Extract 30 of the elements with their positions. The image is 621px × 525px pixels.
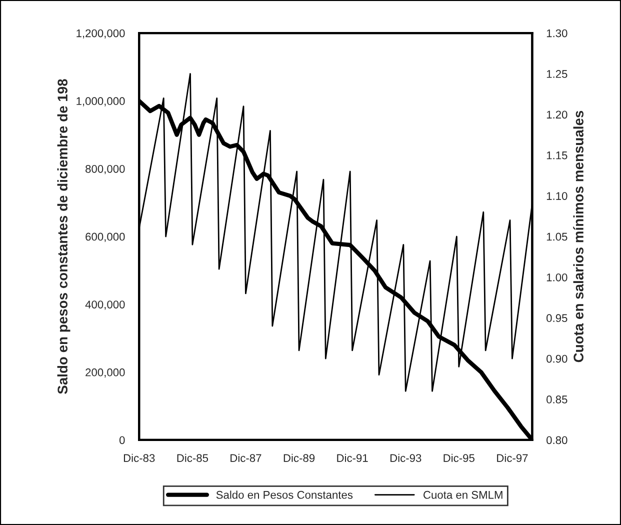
y2-tick-label: 0.85	[546, 396, 568, 404]
x-tick-label: Dic-87	[230, 454, 262, 462]
y2-tick-label: 0.90	[546, 354, 568, 363]
legend-label: Saldo en Pesos Constantes	[216, 490, 353, 499]
y-tick-label: 600,000	[86, 232, 125, 242]
x-tick-label: Dic-97	[497, 454, 528, 462]
y2-tick-label: 1.15	[546, 152, 568, 160]
y2-tick-label: 1.30	[546, 29, 568, 38]
y2-tick-label: 1.20	[546, 110, 568, 119]
y2-tick-label: 1.10	[546, 192, 568, 200]
legend-label: Cuota en SMLM	[424, 490, 502, 499]
x-tick-label: Dic-93	[390, 454, 422, 462]
x-tick-label: Dic-95	[444, 454, 474, 462]
x-tick-label: Dic-89	[284, 454, 315, 462]
y-tick-label: 200,000	[86, 368, 125, 378]
y-tick-label: 1,200,000	[76, 29, 125, 39]
y2-tick-label: 0.95	[546, 314, 568, 322]
y2-tick-label: 0.80	[546, 436, 568, 444]
y2-axis-title: Cuota en salarios mínimos mensuales	[573, 110, 584, 362]
y-tick-label: 0	[119, 436, 125, 444]
y-tick-label: 1,000,000	[76, 97, 125, 106]
x-tick-label: Dic-83	[124, 454, 155, 462]
y-tick-label: 400,000	[85, 300, 125, 310]
x-tick-label: Dic-91	[337, 454, 368, 462]
y2-tick-label: 1.00	[546, 273, 568, 282]
y-axis-title: Saldo en pesos constantes de diciembre de 198	[57, 79, 70, 394]
y2-tick-label: 1.05	[546, 232, 568, 241]
y-tick-label: 800,000	[86, 164, 125, 174]
y2-tick-label: 1.25	[546, 70, 568, 78]
x-tick-label: Dic-85	[177, 454, 208, 462]
